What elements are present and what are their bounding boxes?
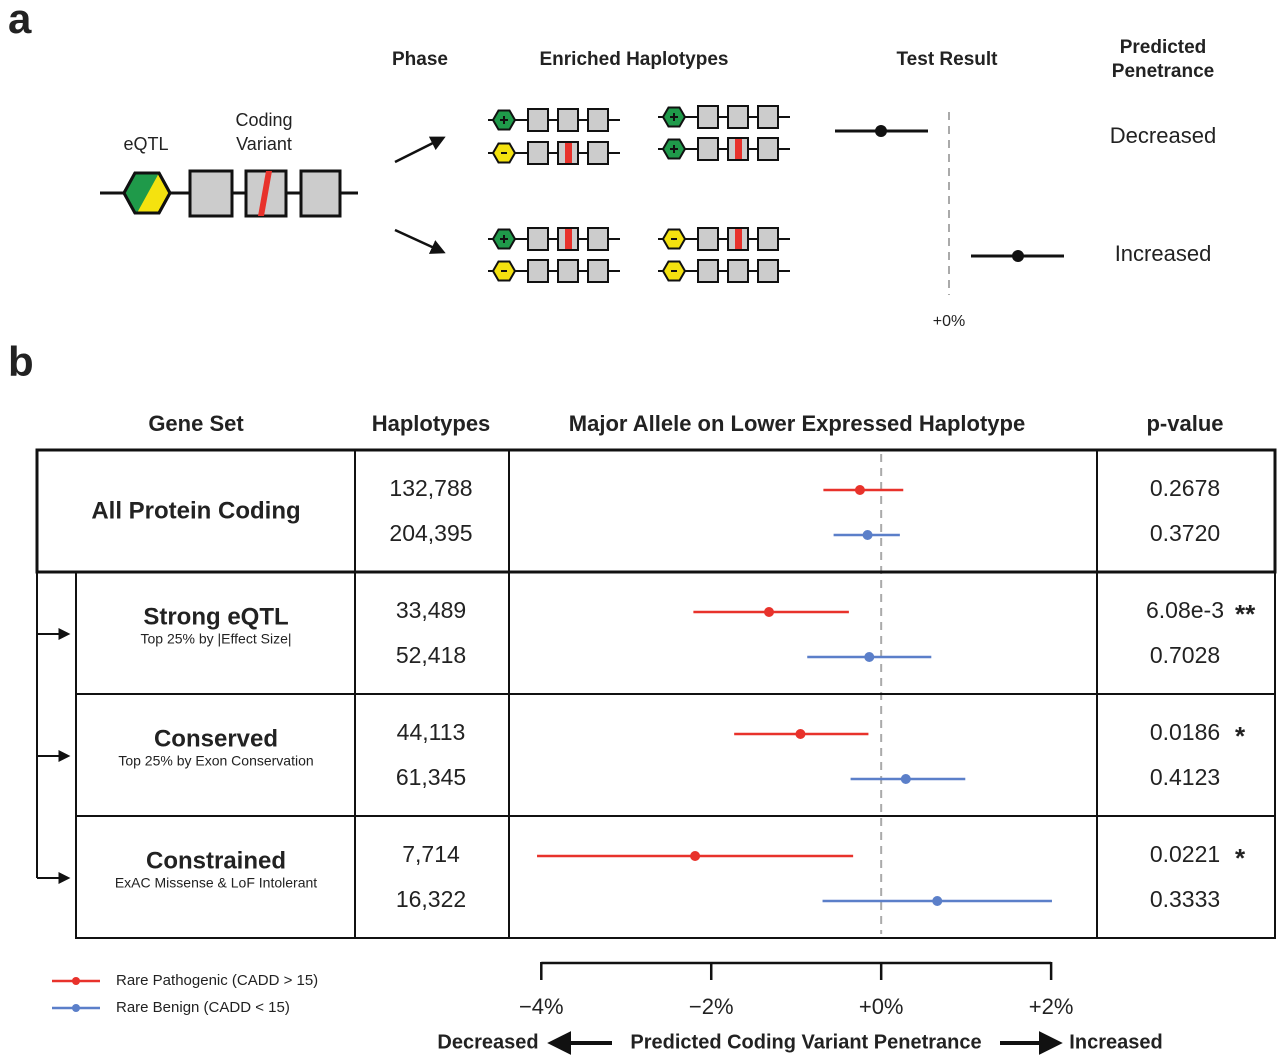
- hap-exon: [588, 228, 608, 250]
- point: [863, 530, 873, 540]
- variant-label: Coding: [235, 110, 292, 130]
- hap-exon: [758, 260, 778, 282]
- hap-exon: [728, 260, 748, 282]
- hap-exon: [558, 260, 578, 282]
- hap-variant: [565, 143, 572, 163]
- group-subtitle: Top 25% by |Effect Size|: [141, 631, 292, 647]
- hap-exon: [588, 109, 608, 131]
- point: [764, 607, 774, 617]
- hap-exon: [588, 260, 608, 282]
- zero-label: +0%: [933, 313, 965, 330]
- legend-point: [72, 977, 80, 985]
- hap-exon: [758, 138, 778, 160]
- axis-title: Predicted Coding Variant Penetrance: [630, 1031, 981, 1053]
- hap-exon: [698, 138, 718, 160]
- hap-exon: [528, 260, 548, 282]
- header: Enriched Haplotypes: [540, 49, 729, 70]
- p-value: 6.08e-3: [1146, 597, 1224, 623]
- group-subtitle: ExAC Missense & LoF Intolerant: [115, 875, 317, 891]
- header: Penetrance: [1112, 61, 1214, 82]
- x-tick-label: −4%: [519, 994, 564, 1019]
- point: [690, 851, 700, 861]
- haplotype-count: 7,714: [402, 841, 460, 867]
- haplotype-count: 61,345: [396, 764, 466, 790]
- exon: [301, 171, 340, 216]
- panel-label: b: [8, 338, 34, 385]
- axis-end-label: Increased: [1069, 1031, 1162, 1053]
- point: [864, 652, 874, 662]
- hap-exon: [698, 260, 718, 282]
- result-point: [1012, 250, 1024, 262]
- legend-label: Rare Pathogenic (CADD > 15): [116, 972, 318, 989]
- legend-point: [72, 1004, 80, 1012]
- group-name: Strong eQTL: [143, 603, 288, 630]
- p-value: 0.0186: [1150, 719, 1220, 745]
- significance: **: [1235, 599, 1256, 629]
- arrow: [395, 230, 443, 252]
- result-point: [875, 125, 887, 137]
- point: [795, 729, 805, 739]
- p-value: 0.0221: [1150, 841, 1220, 867]
- hap-exon: [698, 228, 718, 250]
- exon: [190, 171, 232, 216]
- eqtl-label: eQTL: [123, 134, 168, 154]
- point: [901, 774, 911, 784]
- figure: a Phase Enriched Haplotypes Test Result …: [0, 0, 1281, 1057]
- haplotype-count: 33,489: [396, 597, 466, 623]
- header: Test Result: [896, 49, 998, 70]
- significance: *: [1235, 721, 1246, 751]
- arrow: [395, 138, 443, 162]
- hap-variant: [735, 139, 742, 159]
- group-subtitle: Top 25% by Exon Conservation: [118, 753, 313, 769]
- hap-exon: [528, 142, 548, 164]
- haplotype-count: 204,395: [389, 520, 472, 546]
- column-header: Major Allele on Lower Expressed Haplotyp…: [569, 411, 1025, 436]
- x-tick-label: +2%: [1029, 994, 1074, 1019]
- p-value: 0.2678: [1150, 475, 1220, 501]
- haplotype-count: 132,788: [389, 475, 472, 501]
- hap-exon: [528, 228, 548, 250]
- column-header: Haplotypes: [372, 411, 491, 436]
- legend-label: Rare Benign (CADD < 15): [116, 999, 290, 1016]
- hap-exon: [528, 109, 548, 131]
- header: Predicted: [1120, 37, 1207, 58]
- significance: *: [1235, 843, 1246, 873]
- haplotype-count: 52,418: [396, 642, 466, 668]
- panel-label: a: [8, 0, 32, 42]
- header: Phase: [392, 49, 448, 70]
- point: [855, 485, 865, 495]
- p-value: 0.7028: [1150, 642, 1220, 668]
- outcome: Increased: [1115, 241, 1212, 266]
- axis-end-label: Decreased: [437, 1031, 538, 1053]
- group-name: All Protein Coding: [91, 497, 300, 524]
- x-tick-label: −2%: [689, 994, 734, 1019]
- hap-exon: [758, 106, 778, 128]
- column-header: Gene Set: [148, 411, 244, 436]
- outcome: Decreased: [1110, 123, 1216, 148]
- p-value: 0.4123: [1150, 764, 1220, 790]
- hap-exon: [588, 142, 608, 164]
- hap-exon: [698, 106, 718, 128]
- haplotype-count: 44,113: [397, 719, 466, 745]
- point: [932, 896, 942, 906]
- hap-exon: [758, 228, 778, 250]
- group-name: Constrained: [146, 847, 286, 874]
- panel-a: a Phase Enriched Haplotypes Test Result …: [8, 0, 1216, 330]
- hap-variant: [565, 229, 572, 249]
- p-value: 0.3720: [1150, 520, 1220, 546]
- column-header: p-value: [1146, 411, 1223, 436]
- hap-variant: [735, 229, 742, 249]
- variant-label: Variant: [236, 134, 292, 154]
- hap-exon: [728, 106, 748, 128]
- haplotype-count: 16,322: [396, 886, 466, 912]
- p-value: 0.3333: [1150, 886, 1220, 912]
- group-name: Conserved: [154, 725, 278, 752]
- hap-exon: [558, 109, 578, 131]
- x-tick-label: +0%: [859, 994, 904, 1019]
